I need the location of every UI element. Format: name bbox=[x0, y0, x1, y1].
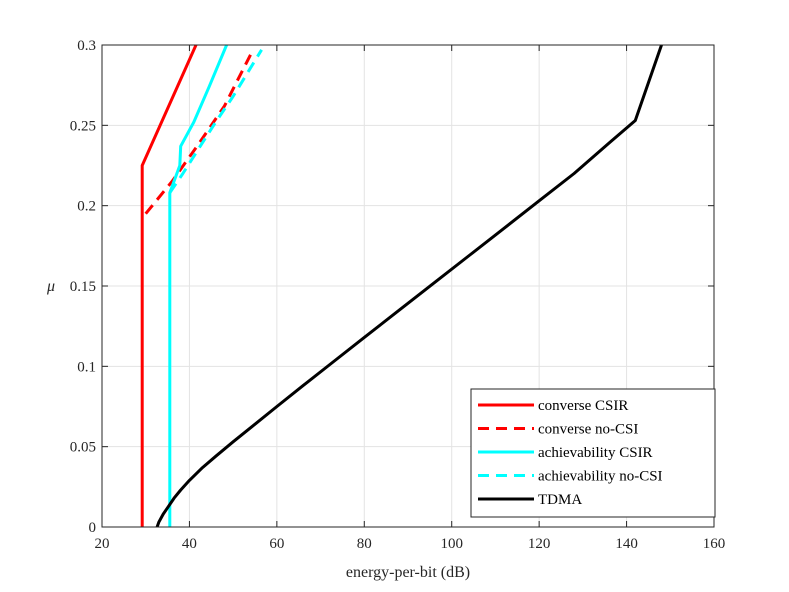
x-tick-label: 60 bbox=[269, 536, 284, 552]
y-tick-label: 0 bbox=[89, 520, 97, 536]
x-tick-label: 80 bbox=[357, 536, 372, 552]
x-tick-label: 20 bbox=[95, 536, 110, 552]
y-tick-label: 0.15 bbox=[70, 279, 96, 295]
x-axis-label: energy-per-bit (dB) bbox=[346, 564, 470, 581]
series-line-converse-csir bbox=[140, 44, 198, 527]
y-tick-label: 0.3 bbox=[77, 38, 96, 54]
legend-label: TDMA bbox=[538, 492, 582, 508]
legend-label: achievability no-CSI bbox=[538, 469, 663, 485]
legend-label: converse CSIR bbox=[538, 398, 628, 414]
legend-label: converse no-CSI bbox=[538, 422, 638, 438]
x-tick-label: 160 bbox=[703, 536, 726, 552]
series-line-achievability-no-csi bbox=[168, 49, 263, 194]
legend: converse CSIR converse no-CSI achievabilit… bbox=[470, 388, 716, 518]
y-tick-label: 0.1 bbox=[77, 359, 96, 375]
x-tick-label: 120 bbox=[528, 536, 551, 552]
series-line-tdma bbox=[155, 44, 663, 528]
y-axis-label: μ bbox=[46, 278, 55, 295]
y-tick-label: 0.2 bbox=[77, 199, 96, 215]
x-tick-label: 140 bbox=[615, 536, 638, 552]
y-tick-label: 0.05 bbox=[70, 440, 96, 456]
x-tick-label: 40 bbox=[182, 536, 197, 552]
x-tick-label: 100 bbox=[440, 536, 463, 552]
series-line-achievability-csir bbox=[168, 44, 228, 527]
legend-label: achievability CSIR bbox=[538, 445, 653, 461]
ticks: 20 40 60 80 100 120 140 160 0 0.05 0.1 0.15 0.2 0.25 0… bbox=[70, 38, 726, 552]
series-group bbox=[140, 44, 663, 528]
y-tick-label: 0.25 bbox=[70, 118, 96, 134]
series-line-converse-no-csi bbox=[144, 53, 252, 215]
